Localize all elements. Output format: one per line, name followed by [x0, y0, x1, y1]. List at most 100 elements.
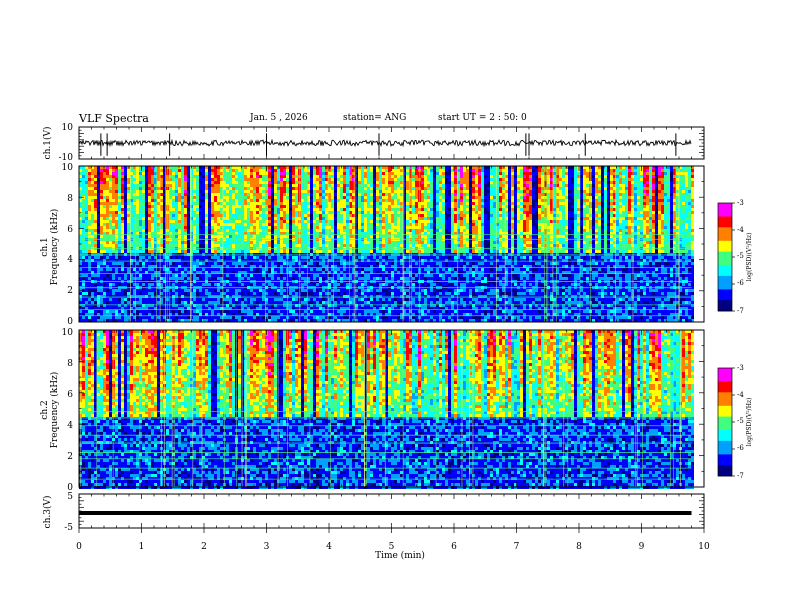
spectrogram-cell [94, 169, 97, 172]
spectrogram-cell [295, 166, 298, 169]
spectrogram-cell [241, 289, 244, 292]
spectrogram-cell [79, 229, 82, 232]
spectrogram-cell [172, 175, 175, 178]
spectrogram-cell [340, 172, 343, 175]
spectrogram-cell [253, 274, 256, 277]
spectrogram-cell [211, 232, 214, 235]
spectrogram-cell [310, 250, 313, 253]
spectrogram-cell [88, 172, 91, 175]
spectrogram-cell [100, 193, 103, 196]
spectrogram-cell [256, 181, 259, 184]
spectrogram-cell [199, 304, 202, 307]
spectrogram-cell [280, 292, 283, 295]
spectrogram-cell [256, 202, 259, 205]
spectrogram-cell [355, 271, 358, 274]
spectrogram-cell [139, 229, 142, 232]
spectrogram-cell [346, 166, 349, 169]
spectrogram-cell [214, 190, 217, 193]
spectrogram-cell [190, 253, 193, 256]
spectrogram-cell [91, 283, 94, 286]
spectrogram-cell [172, 307, 175, 310]
spectrogram-cell [223, 307, 226, 310]
spectrogram-cell [283, 166, 286, 169]
spectrogram-cell [217, 268, 220, 271]
spectrogram-cell [109, 256, 112, 259]
spectrogram-cell [142, 190, 145, 193]
spectrogram-cell [97, 241, 100, 244]
spectrogram-cell [346, 187, 349, 190]
spectrogram-cell [199, 277, 202, 280]
spectrogram-cell [154, 301, 157, 304]
spectrogram-cell [304, 250, 307, 253]
spectrogram-cell [208, 307, 211, 310]
spectrogram-cell [145, 178, 148, 181]
spectrogram-cell [244, 316, 247, 319]
spectrogram-cell [130, 244, 133, 247]
spectrogram-cell [205, 229, 208, 232]
spectrogram-cell [214, 268, 217, 271]
spectrogram-cell [244, 313, 247, 316]
spectrogram-cell [79, 208, 82, 211]
spectrogram-cell [247, 166, 250, 169]
spectrogram-cell [193, 304, 196, 307]
spectrogram-cell [133, 259, 136, 262]
spectrogram-cell [268, 265, 271, 268]
spectrogram-cell [364, 169, 367, 172]
spectrogram-cell [340, 283, 343, 286]
spectrogram-cell [304, 172, 307, 175]
spectrogram-cell [244, 184, 247, 187]
spectrogram-cell [94, 175, 97, 178]
spectrogram-cell [226, 184, 229, 187]
spectrogram-cell [139, 199, 142, 202]
spectrogram-cell [325, 292, 328, 295]
spectrogram-cell [253, 229, 256, 232]
spectrogram-cell [352, 274, 355, 277]
spectrogram-cell [88, 244, 91, 247]
spectrogram-cell [154, 169, 157, 172]
spectrogram-cell [322, 295, 325, 298]
spectrogram-cell [343, 184, 346, 187]
spectrogram-cell [292, 319, 295, 322]
spectrogram-cell [316, 205, 319, 208]
spectrogram-cell [154, 226, 157, 229]
spectrogram-cell [358, 271, 361, 274]
spectrogram-cell [268, 301, 271, 304]
spectrogram-cell [139, 274, 142, 277]
spectrogram-cell [319, 241, 322, 244]
spectrogram-cell [322, 166, 325, 169]
spectrogram-cell [232, 265, 235, 268]
spectrogram-cell [229, 175, 232, 178]
spectrogram-cell [355, 229, 358, 232]
spectrogram-cell [214, 184, 217, 187]
spectrogram-cell [196, 235, 199, 238]
spectrogram-cell [118, 277, 121, 280]
spectrogram-cell [238, 181, 241, 184]
spectrogram-cell [172, 253, 175, 256]
spectrogram-cell [157, 181, 160, 184]
spectrogram-cell [91, 229, 94, 232]
spectrogram-cell [358, 214, 361, 217]
spectrogram-cell [244, 307, 247, 310]
spectrogram-cell [85, 199, 88, 202]
spectrogram-cell [79, 232, 82, 235]
spectrogram-cell [259, 313, 262, 316]
spectrogram-cell [319, 166, 322, 169]
spectrogram-cell [223, 259, 226, 262]
spectrogram-cell [268, 199, 271, 202]
spectrogram-cell [352, 226, 355, 229]
spectrogram-cell [247, 250, 250, 253]
spectrogram-cell [301, 316, 304, 319]
spectrogram-cell [364, 220, 367, 223]
spectrogram-cell [169, 166, 172, 169]
spectrogram-cell [292, 259, 295, 262]
spectrogram-cell [151, 190, 154, 193]
spectrogram-cell [163, 265, 166, 268]
spectrogram-cell [244, 265, 247, 268]
spectrogram-cell [289, 193, 292, 196]
spectrogram-cell [244, 208, 247, 211]
spectrogram-cell [79, 277, 82, 280]
spectrogram-cell [229, 283, 232, 286]
spectrogram-cell [139, 289, 142, 292]
spectrogram-cell [304, 202, 307, 205]
spectrogram-cell [319, 283, 322, 286]
